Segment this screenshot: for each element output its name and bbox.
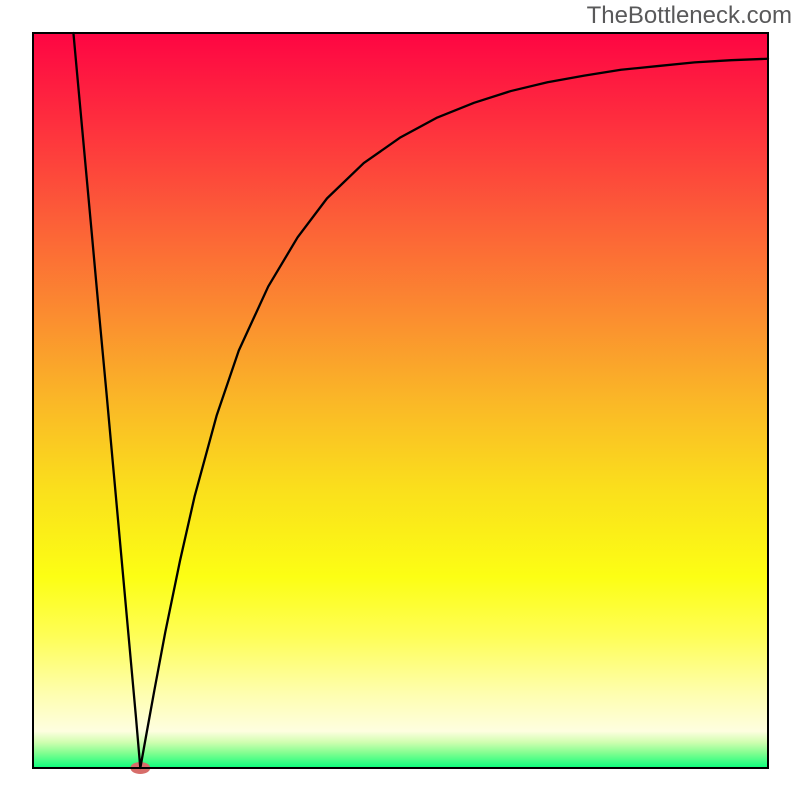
- plot-background: [33, 33, 768, 768]
- chart-container: TheBottleneck.com: [0, 0, 800, 800]
- chart-svg: [0, 0, 800, 800]
- watermark-text: TheBottleneck.com: [587, 2, 792, 30]
